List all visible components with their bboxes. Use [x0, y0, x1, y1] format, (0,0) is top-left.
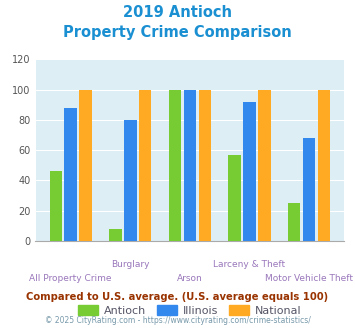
Text: 2019 Antioch: 2019 Antioch: [123, 5, 232, 20]
Text: © 2025 CityRating.com - https://www.cityrating.com/crime-statistics/: © 2025 CityRating.com - https://www.city…: [45, 316, 310, 325]
Bar: [288, 203, 300, 241]
Bar: [243, 102, 256, 241]
Bar: [50, 171, 62, 241]
Bar: [65, 108, 77, 241]
Text: Compared to U.S. average. (U.S. average equals 100): Compared to U.S. average. (U.S. average …: [26, 292, 329, 302]
Bar: [124, 120, 137, 241]
Text: Burglary: Burglary: [111, 260, 149, 269]
Bar: [80, 90, 92, 241]
Bar: [228, 155, 241, 241]
Bar: [139, 90, 152, 241]
Bar: [169, 90, 181, 241]
Text: Property Crime Comparison: Property Crime Comparison: [63, 25, 292, 40]
Bar: [258, 90, 271, 241]
Bar: [109, 229, 122, 241]
Text: All Property Crime: All Property Crime: [29, 274, 112, 283]
Legend: Antioch, Illinois, National: Antioch, Illinois, National: [74, 301, 306, 320]
Bar: [303, 138, 315, 241]
Bar: [198, 90, 211, 241]
Text: Larceny & Theft: Larceny & Theft: [213, 260, 286, 269]
Bar: [184, 90, 196, 241]
Text: Arson: Arson: [177, 274, 203, 283]
Text: Motor Vehicle Theft: Motor Vehicle Theft: [265, 274, 353, 283]
Bar: [318, 90, 330, 241]
